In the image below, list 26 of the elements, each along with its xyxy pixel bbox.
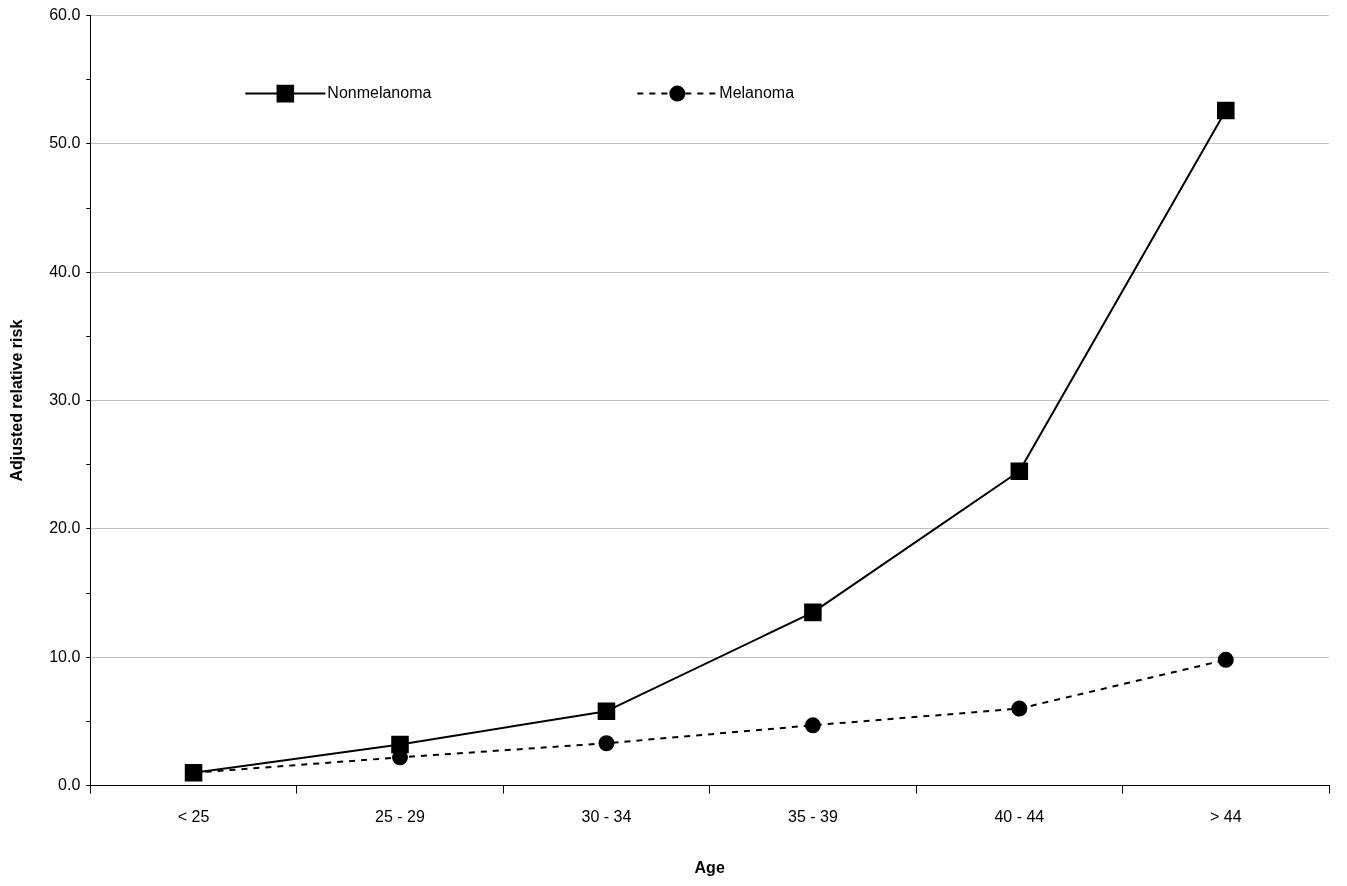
point [1010, 462, 1029, 480]
x-tick-label: > 44 [1209, 807, 1242, 825]
point [597, 702, 616, 720]
legend-label: Melanoma [719, 84, 795, 102]
y-tick-label: 30.0 [49, 391, 81, 409]
point [598, 735, 615, 752]
x-tick-label: 25 - 29 [375, 807, 426, 825]
point [804, 603, 822, 622]
y-tick-label: 60.0 [49, 6, 81, 24]
point [1217, 651, 1234, 668]
legend-label: Nonmelanoma [327, 84, 432, 102]
x-tick-label: < 25 [177, 807, 210, 825]
y-tick-label: 50.0 [49, 134, 81, 152]
point [1011, 700, 1028, 717]
y-tick-label: 40.0 [49, 262, 81, 280]
x-tick-label: 35 - 39 [787, 807, 838, 825]
x-axis-title: Age [694, 858, 725, 876]
x-tick-label: 40 - 44 [994, 807, 1045, 825]
y-tick-label: 10.0 [49, 647, 81, 665]
y-tick-label: 0.0 [58, 776, 81, 794]
point [391, 735, 409, 754]
point [804, 717, 821, 734]
point [1217, 101, 1235, 120]
y-axis-title: Adjusted relative risk [8, 319, 26, 482]
x-tick-label: 30 - 34 [581, 807, 632, 825]
y-tick-label: 20.0 [49, 519, 81, 537]
